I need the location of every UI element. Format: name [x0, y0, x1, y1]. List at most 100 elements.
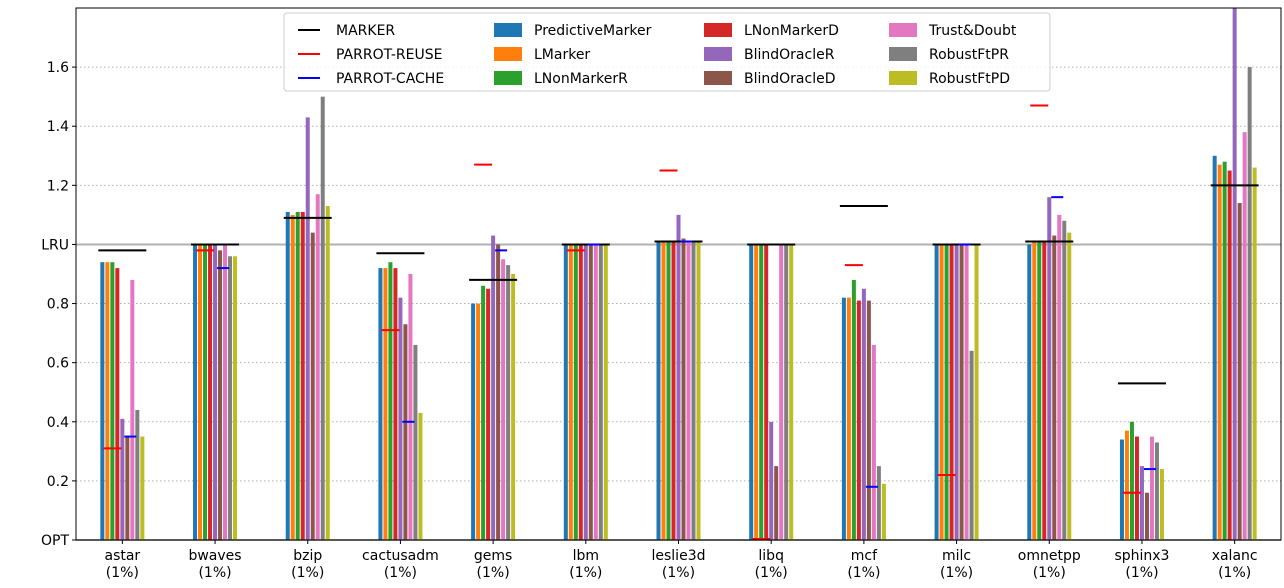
legend-swatch-robustftpr	[889, 47, 917, 61]
x-tick-sublabel-astar: (1%)	[106, 565, 139, 581]
bar-blindoracled-leslie3d	[681, 238, 686, 541]
bar-robustftpr-gems	[506, 265, 511, 540]
bar-trust-doubt-milc	[964, 244, 969, 540]
bar-blindoracled-bwaves	[218, 250, 223, 540]
legend-swatch-predictivemarker	[494, 23, 522, 37]
x-tick-sublabel-cactusadm: (1%)	[384, 565, 417, 581]
bar-lnonmarkerd-omnetpp	[1042, 241, 1047, 540]
bar-blindoracled-sphinx3	[1144, 492, 1149, 540]
bar-blindoracler-astar	[120, 418, 125, 540]
bar-blindoracled-gems	[496, 244, 501, 540]
x-tick-sublabel-bzip: (1%)	[291, 565, 324, 581]
x-tick-label-cactusadm: cactusadm	[362, 548, 439, 564]
axes-layer: OPT0.20.40.60.8LRU1.21.41.6astar(1%)bwav…	[41, 7, 1282, 581]
bar-lnonmarkerd-xalanc	[1227, 170, 1232, 541]
bar-lnonmarkerr-bwaves	[203, 244, 208, 540]
bar-robustftpd-libq	[789, 244, 794, 540]
legend-swatch-robustftpd	[889, 71, 917, 85]
bar-blindoracled-xalanc	[1237, 203, 1242, 541]
bar-blindoracler-bzip	[305, 117, 310, 540]
x-tick-label-bwaves: bwaves	[188, 548, 241, 564]
bar-blindoracler-cactusadm	[398, 297, 403, 540]
y-tick-label-2: 0.4	[47, 415, 69, 431]
bar-blindoracled-lbm	[588, 244, 593, 540]
x-tick-sublabel-xalanc: (1%)	[1218, 565, 1251, 581]
bar-predictivemarker-lbm	[563, 244, 568, 540]
legend-swatch-blindoracled	[704, 71, 732, 85]
bar-robustftpd-xalanc	[1252, 167, 1257, 540]
bar-trust-doubt-gems	[501, 259, 506, 540]
bar-trust-doubt-sphinx3	[1149, 436, 1154, 540]
bar-robustftpr-bwaves	[228, 256, 233, 540]
bar-lnonmarkerd-mcf	[856, 300, 861, 540]
bar-lmarker-lbm	[568, 244, 573, 540]
bar-predictivemarker-libq	[749, 244, 754, 540]
bar-trust-doubt-omnetpp	[1057, 214, 1062, 540]
y-tick-label-0: OPT	[41, 533, 69, 549]
bar-robustftpd-sphinx3	[1159, 469, 1164, 540]
bar-lnonmarkerr-cactusadm	[388, 262, 393, 540]
bar-lmarker-sphinx3	[1124, 430, 1129, 540]
bar-lnonmarkerr-mcf	[851, 279, 856, 540]
bar-lnonmarkerr-xalanc	[1222, 161, 1227, 540]
bar-lnonmarkerd-milc	[949, 244, 954, 540]
legend-label-parrot-cache: PARROT-CACHE	[336, 71, 444, 87]
bar-robustftpd-mcf	[881, 483, 886, 540]
bar-robustftpr-xalanc	[1247, 67, 1252, 540]
bar-blindoracler-leslie3d	[676, 214, 681, 540]
bar-robustftpr-astar	[135, 409, 140, 540]
x-tick-sublabel-milc: (1%)	[940, 565, 973, 581]
x-tick-label-mcf: mcf	[851, 548, 878, 564]
bar-lmarker-libq	[754, 244, 759, 540]
legend-label-blindoracled: BlindOracleD	[744, 71, 835, 87]
bar-lmarker-leslie3d	[661, 241, 666, 540]
bar-lnonmarkerd-astar	[115, 268, 120, 540]
bar-predictivemarker-cactusadm	[378, 268, 383, 540]
legend-label-predictivemarker: PredictiveMarker	[534, 23, 652, 39]
bar-blindoracler-gems	[491, 235, 496, 541]
x-tick-sublabel-omnetpp: (1%)	[1033, 565, 1066, 581]
markers-layer	[98, 104, 1259, 540]
bar-lnonmarkerd-bzip	[300, 211, 305, 540]
bar-lnonmarkerr-gems	[481, 285, 486, 540]
y-tick-label-7: 1.4	[47, 119, 69, 135]
bar-robustftpr-mcf	[876, 466, 881, 540]
bar-predictivemarker-bwaves	[193, 244, 198, 540]
bar-robustftpd-omnetpp	[1067, 232, 1072, 540]
x-tick-sublabel-bwaves: (1%)	[198, 565, 231, 581]
bar-blindoracler-milc	[954, 244, 959, 540]
bar-blindoracler-sphinx3	[1139, 466, 1144, 540]
bar-predictivemarker-sphinx3	[1119, 439, 1124, 540]
bar-robustftpr-bzip	[320, 96, 325, 541]
bar-blindoracled-milc	[959, 244, 964, 540]
x-tick-sublabel-lbm: (1%)	[569, 565, 602, 581]
legend-swatch-lnonmarkerd	[704, 23, 732, 37]
bar-predictivemarker-gems	[471, 303, 476, 540]
y-tick-label-4: 0.8	[47, 297, 69, 313]
bar-trust-doubt-bzip	[315, 194, 320, 540]
bar-blindoracler-bwaves	[213, 244, 218, 540]
legend-label-marker: MARKER	[336, 23, 395, 39]
bar-lnonmarkerd-lbm	[578, 244, 583, 540]
x-tick-label-omnetpp: omnetpp	[1018, 548, 1081, 564]
bar-trust-doubt-libq	[779, 244, 784, 540]
bar-robustftpd-cactusadm	[418, 412, 423, 540]
x-tick-sublabel-sphinx3: (1%)	[1125, 565, 1158, 581]
x-tick-sublabel-gems: (1%)	[477, 565, 510, 581]
bar-lnonmarkerr-sphinx3	[1129, 421, 1134, 540]
bar-blindoracled-cactusadm	[403, 324, 408, 540]
bar-lmarker-gems	[476, 303, 481, 540]
bar-predictivemarker-mcf	[841, 297, 846, 540]
bar-robustftpr-omnetpp	[1062, 220, 1067, 541]
bar-lmarker-omnetpp	[1032, 241, 1037, 540]
bar-trust-doubt-leslie3d	[686, 241, 691, 540]
bar-trust-doubt-bwaves	[223, 244, 228, 540]
x-tick-sublabel-mcf: (1%)	[847, 565, 880, 581]
x-tick-label-leslie3d: leslie3d	[652, 548, 706, 564]
x-tick-sublabel-leslie3d: (1%)	[662, 565, 695, 581]
bar-lmarker-bwaves	[198, 244, 203, 540]
bar-lmarker-cactusadm	[383, 268, 388, 540]
bar-blindoracled-omnetpp	[1052, 235, 1057, 541]
bar-robustftpr-sphinx3	[1154, 442, 1159, 540]
bar-predictivemarker-leslie3d	[656, 241, 661, 540]
